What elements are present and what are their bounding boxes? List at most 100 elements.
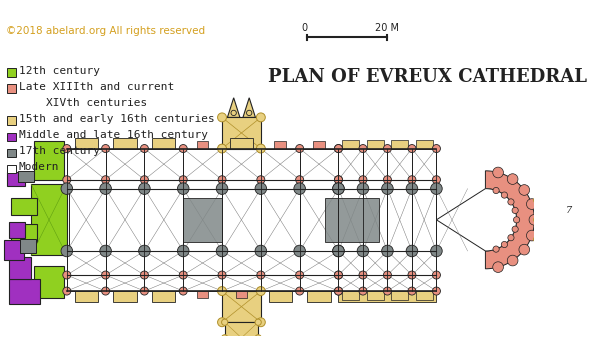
Bar — [158, 141, 170, 148]
Bar — [421, 291, 428, 298]
Circle shape — [359, 287, 367, 295]
Bar — [119, 291, 131, 298]
Bar — [421, 141, 428, 148]
Circle shape — [533, 217, 539, 223]
Circle shape — [431, 245, 442, 257]
Bar — [347, 141, 355, 148]
Circle shape — [501, 241, 508, 248]
Circle shape — [247, 110, 252, 116]
Circle shape — [101, 287, 110, 295]
Text: 7: 7 — [566, 206, 572, 215]
Text: Late XIIIth and current: Late XIIIth and current — [19, 82, 174, 92]
Bar — [363, 251, 388, 275]
Circle shape — [139, 183, 150, 195]
Bar — [225, 322, 258, 354]
Bar — [183, 275, 222, 291]
Circle shape — [408, 144, 416, 153]
Bar — [106, 275, 145, 291]
Bar — [313, 291, 325, 298]
Bar — [158, 291, 170, 298]
Circle shape — [63, 271, 71, 279]
Circle shape — [529, 214, 540, 225]
Circle shape — [256, 318, 265, 327]
Circle shape — [359, 144, 367, 153]
Bar — [152, 138, 175, 148]
Bar — [145, 189, 183, 251]
Bar — [7, 84, 16, 93]
Bar — [106, 251, 145, 275]
Circle shape — [571, 207, 576, 211]
Bar — [4, 240, 24, 260]
Circle shape — [296, 176, 304, 184]
Bar — [363, 275, 388, 291]
Bar — [7, 172, 25, 186]
Bar — [313, 141, 325, 148]
Circle shape — [493, 246, 499, 252]
Circle shape — [218, 286, 226, 295]
Circle shape — [519, 244, 530, 255]
Bar — [261, 189, 299, 251]
Circle shape — [255, 183, 266, 195]
Circle shape — [334, 271, 343, 279]
Bar — [11, 197, 37, 215]
Circle shape — [179, 176, 187, 184]
Bar — [222, 148, 261, 180]
Circle shape — [101, 176, 110, 184]
Bar — [342, 140, 359, 148]
Text: 20 M: 20 M — [376, 23, 400, 33]
Circle shape — [256, 144, 265, 153]
Bar — [391, 291, 408, 300]
Circle shape — [101, 271, 110, 279]
Bar — [9, 279, 40, 305]
Bar — [367, 140, 384, 148]
Circle shape — [526, 230, 537, 241]
Circle shape — [507, 255, 518, 266]
Bar — [183, 197, 222, 242]
Circle shape — [140, 144, 148, 153]
Circle shape — [332, 183, 344, 195]
Bar — [274, 141, 286, 148]
Text: 12th century: 12th century — [19, 66, 100, 76]
Polygon shape — [227, 98, 240, 118]
Bar — [9, 222, 25, 237]
Bar — [183, 189, 222, 251]
Circle shape — [178, 245, 189, 257]
Bar — [106, 189, 145, 251]
Circle shape — [218, 271, 226, 279]
Circle shape — [179, 144, 187, 153]
Circle shape — [100, 183, 112, 195]
Circle shape — [61, 183, 73, 195]
Circle shape — [332, 245, 344, 257]
Bar — [34, 266, 64, 298]
Bar — [388, 251, 412, 275]
Circle shape — [216, 183, 228, 195]
Circle shape — [559, 218, 563, 222]
Text: 17th century: 17th century — [19, 146, 100, 156]
Circle shape — [406, 183, 418, 195]
Circle shape — [382, 183, 393, 195]
Circle shape — [139, 245, 150, 257]
Text: 0: 0 — [302, 23, 308, 33]
Circle shape — [433, 176, 440, 184]
Text: Middle and late 16th century: Middle and late 16th century — [19, 130, 208, 140]
Bar — [347, 291, 355, 298]
Bar — [412, 189, 436, 251]
Text: XIVth centuries: XIVth centuries — [19, 98, 147, 108]
Bar — [299, 148, 338, 180]
Circle shape — [178, 183, 189, 195]
Circle shape — [508, 235, 514, 241]
Text: 15th and early 16th centuries: 15th and early 16th centuries — [19, 114, 214, 124]
Circle shape — [571, 228, 576, 233]
Bar — [80, 141, 92, 148]
Bar — [236, 141, 247, 148]
Circle shape — [433, 144, 440, 153]
Circle shape — [255, 350, 261, 355]
Bar — [269, 291, 292, 302]
Bar — [388, 148, 412, 180]
Bar — [227, 354, 256, 355]
Circle shape — [218, 144, 226, 153]
Circle shape — [334, 176, 343, 184]
Circle shape — [255, 319, 261, 325]
Bar — [416, 140, 433, 148]
Circle shape — [514, 217, 520, 223]
